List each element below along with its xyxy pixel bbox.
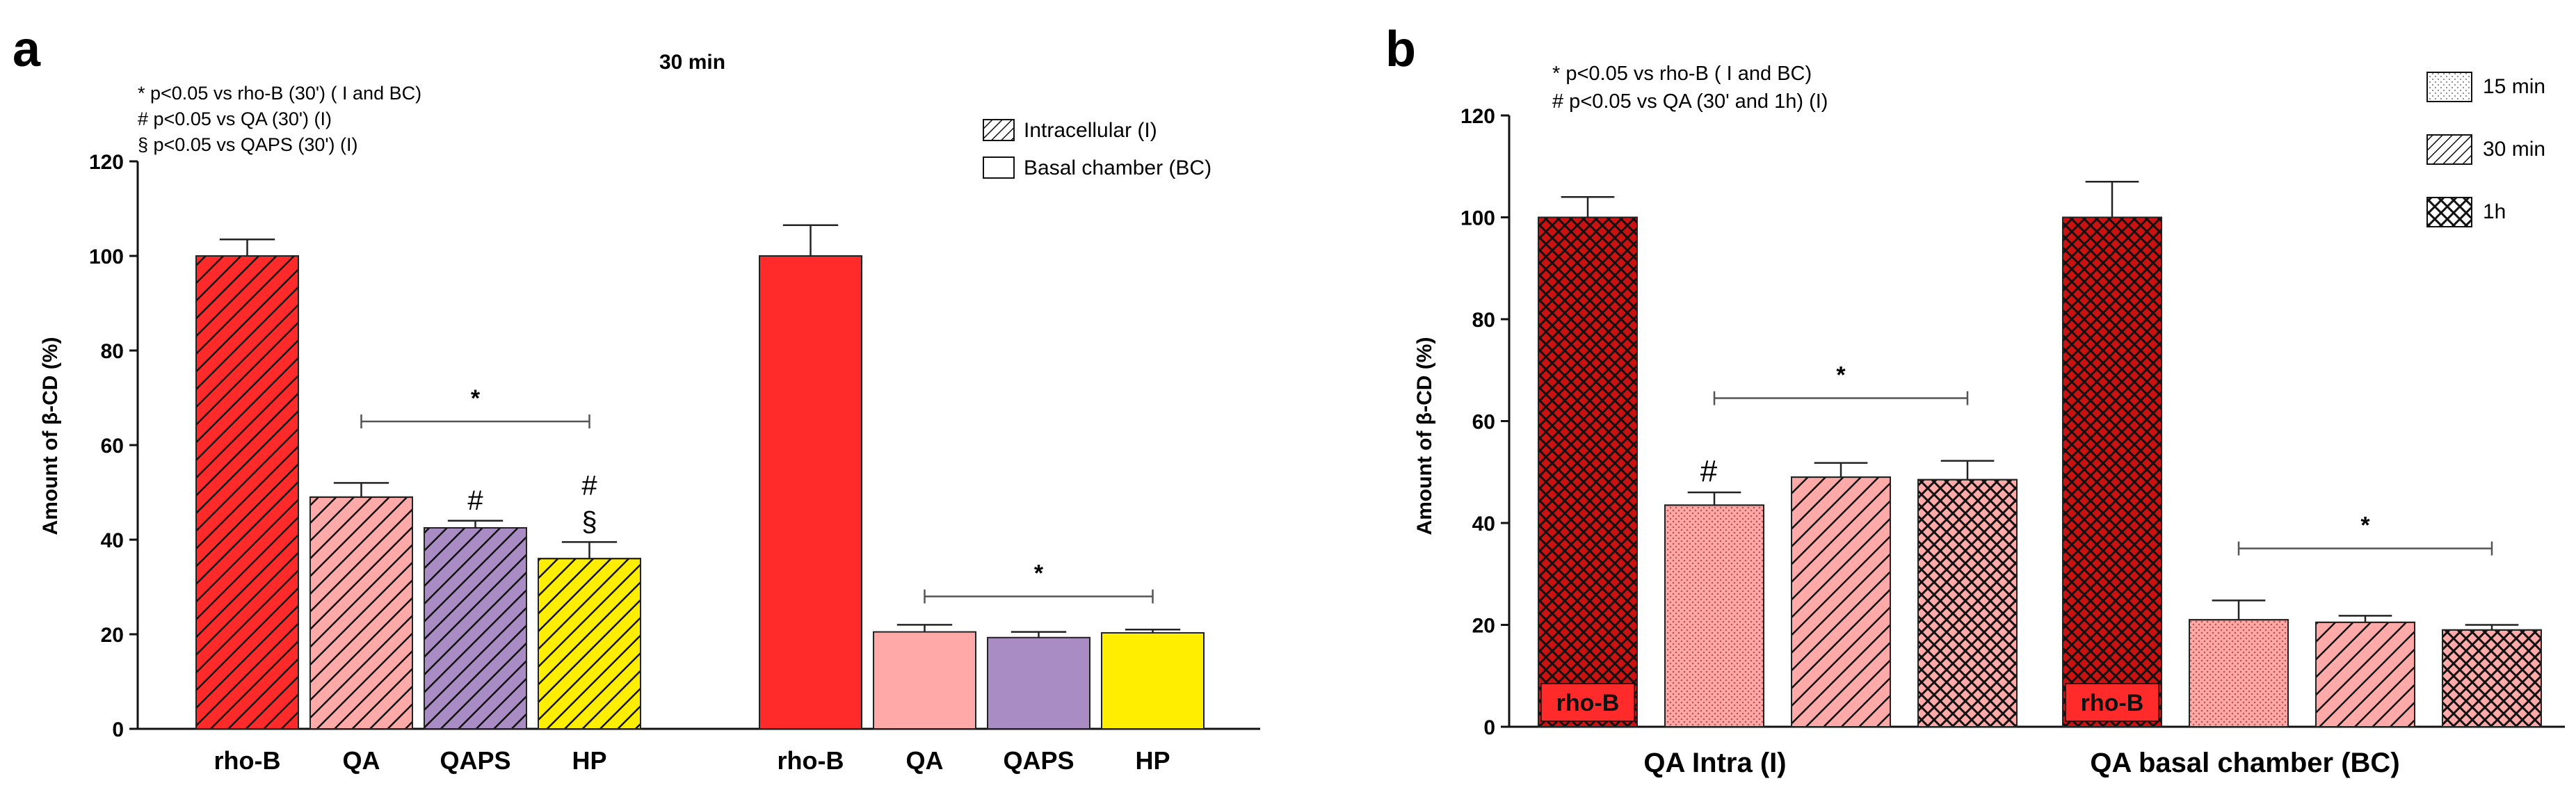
panel-a-y-axis-label: Amount of β-CD (%) <box>39 337 62 536</box>
y-tick-label: 60 <box>1472 411 1495 434</box>
panel-b-bars: rho-B # * rho-B * <box>1538 180 2542 728</box>
y-tick-label: 40 <box>101 529 124 552</box>
panel-a-legend: Intracellular (I) Basal chamber (BC) <box>983 119 1211 179</box>
significance-star: * <box>1034 561 1044 587</box>
panel-b-legend: 15 min 30 min 1h <box>2426 72 2545 227</box>
y-tick-label: 60 <box>101 435 124 458</box>
bar-label-box <box>1540 683 1635 722</box>
x-tick-label: HP <box>572 746 606 775</box>
bar-label: rho-B <box>1556 690 1620 716</box>
y-tick-label: 20 <box>101 624 124 647</box>
bar-label: rho-B <box>2081 690 2144 716</box>
panel-b-note-1: * p<0.05 vs rho-B ( I and BC) <box>1552 63 1812 85</box>
bar-hatch <box>2315 621 2415 728</box>
legend-swatch-basal <box>983 156 1015 179</box>
panel-b-label: b <box>1385 22 1416 77</box>
y-tick-label: 0 <box>1483 716 1495 739</box>
significance-mark: # <box>1700 454 1718 488</box>
y-tick-label: 80 <box>101 340 124 363</box>
bar-hatch <box>1917 478 2018 727</box>
legend-label-15min: 15 min <box>2483 75 2545 98</box>
legend-label-basal: Basal chamber (BC) <box>1024 156 1211 179</box>
y-tick-label: 0 <box>112 718 124 741</box>
x-tick-label: rho-B <box>214 746 281 775</box>
y-tick-label: 40 <box>1472 513 1495 536</box>
panel-b-note-2: # p<0.05 vs QA (30' and 1h) (I) <box>1552 90 1828 113</box>
panel-a-bars: rho-B QA QAPS # HP # § * rho-B QA QAPS HP * <box>195 224 1205 775</box>
legend-label-intracellular: Intracellular (I) <box>1024 119 1157 142</box>
x-tick-label: QA <box>906 746 944 775</box>
legend-label-1h: 1h <box>2483 200 2506 223</box>
bar <box>987 636 1090 730</box>
bar <box>1101 631 1205 730</box>
legend-swatch-1h <box>2426 197 2472 227</box>
panel-b-y-axis-label: Amount of β-CD (%) <box>1413 337 1436 536</box>
significance-mark: # <box>581 470 597 501</box>
significance-mark: # <box>467 485 483 516</box>
y-tick-label: 120 <box>89 151 124 174</box>
y-tick-label: 120 <box>1460 105 1495 128</box>
significance-star: * <box>2360 513 2370 539</box>
y-tick-label: 100 <box>89 245 124 268</box>
bar-hatch <box>1538 216 1638 727</box>
bar <box>759 255 862 730</box>
y-tick-label: 80 <box>1472 309 1495 332</box>
bar-hatch <box>309 496 413 730</box>
bar-hatch <box>1791 476 1891 727</box>
legend-swatch-15min <box>2426 72 2472 102</box>
panel-a-note-2: # p<0.05 vs QA (30') (I) <box>138 108 332 129</box>
panel-b: b * p<0.05 vs rho-B ( I and BC) # p<0.05… <box>1385 22 2565 778</box>
y-tick-label: 20 <box>1472 615 1495 638</box>
bar-hatch <box>2189 619 2289 727</box>
panel-a-label: a <box>13 22 41 77</box>
panel-a-note-1: * p<0.05 vs rho-B (30') ( I and BC) <box>138 83 421 104</box>
x-tick-label: QA <box>343 746 380 775</box>
x-tick-label: QAPS <box>1003 746 1074 775</box>
x-tick-label: HP <box>1135 746 1170 775</box>
bar-hatch <box>1664 504 1764 727</box>
y-tick-label: 100 <box>1460 207 1495 230</box>
x-tick-label: rho-B <box>778 746 844 775</box>
bar <box>873 631 976 730</box>
bar-hatch <box>195 255 299 730</box>
significance-mark: § <box>581 506 597 537</box>
bar-label-box <box>2065 683 2159 722</box>
panel-a-title: 30 min <box>659 51 725 74</box>
bar-hatch <box>538 558 641 730</box>
bar-hatch <box>2062 216 2162 727</box>
significance-star: * <box>1836 362 1846 389</box>
significance-star: * <box>471 385 481 412</box>
panel-b-group-label-basal: QA basal chamber (BC) <box>2090 748 2399 778</box>
legend-swatch-intracellular <box>983 119 1015 141</box>
x-tick-label: QAPS <box>440 746 510 775</box>
bar-hatch <box>2442 629 2542 728</box>
legend-label-30min: 30 min <box>2483 138 2545 161</box>
panel-a-note-3: § p<0.05 vs QAPS (30') (I) <box>138 134 358 155</box>
panel-a: a 30 min * p<0.05 vs rho-B (30') ( I and… <box>13 22 1260 775</box>
legend-swatch-30min <box>2426 134 2472 165</box>
bar-hatch <box>424 527 527 730</box>
panel-b-group-label-intra: QA Intra (I) <box>1643 748 1786 778</box>
